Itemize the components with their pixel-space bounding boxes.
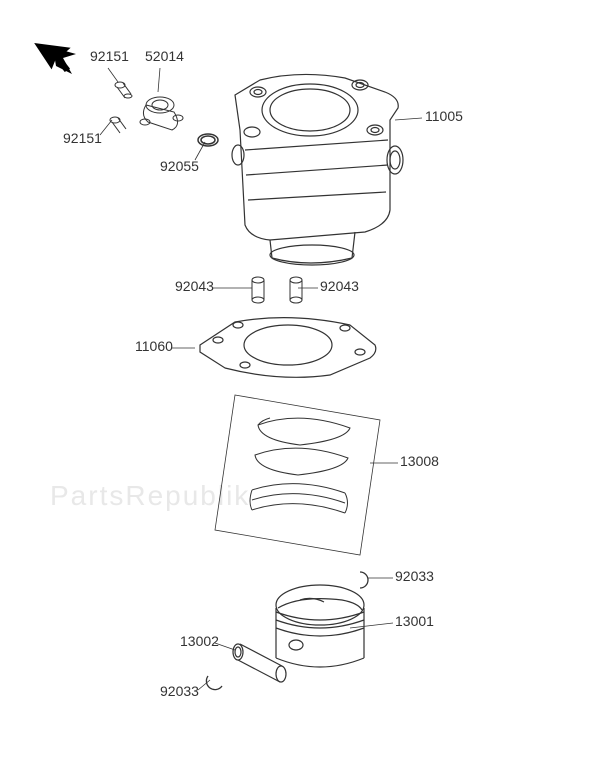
circlip-left-92033 [206, 676, 222, 690]
label-11005: 11005 [425, 108, 463, 124]
label-92033: 92033 [395, 568, 434, 584]
dowel-right-92043 [290, 277, 302, 303]
bolt-92151-top [115, 82, 132, 98]
label-92043: 92043 [175, 278, 214, 294]
parts-diagram-svg [0, 0, 600, 775]
oring-92055 [198, 134, 218, 146]
label-11060: 11060 [135, 338, 173, 354]
label-13008: 13008 [400, 453, 439, 469]
gasket-11060 [200, 318, 376, 378]
elbow-52014 [140, 97, 183, 130]
label-13001: 13001 [395, 613, 434, 629]
label-92033b: 92033 [160, 683, 199, 699]
cylinder-11005 [232, 74, 403, 265]
label-52014: 52014 [145, 48, 184, 64]
leader-lines [100, 68, 422, 690]
label-13002: 13002 [180, 633, 219, 649]
piston-pin-13002 [233, 644, 286, 682]
piston-13001 [276, 585, 364, 667]
ringset-13008 [215, 395, 380, 555]
label-92043b: 92043 [320, 278, 359, 294]
dowel-left-92043 [252, 277, 264, 303]
label-92151b: 92151 [63, 130, 102, 146]
label-92055: 92055 [160, 158, 199, 174]
circlip-right-92033 [360, 572, 368, 588]
label-92151: 92151 [90, 48, 129, 64]
bolt-92151-bottom [110, 117, 126, 133]
